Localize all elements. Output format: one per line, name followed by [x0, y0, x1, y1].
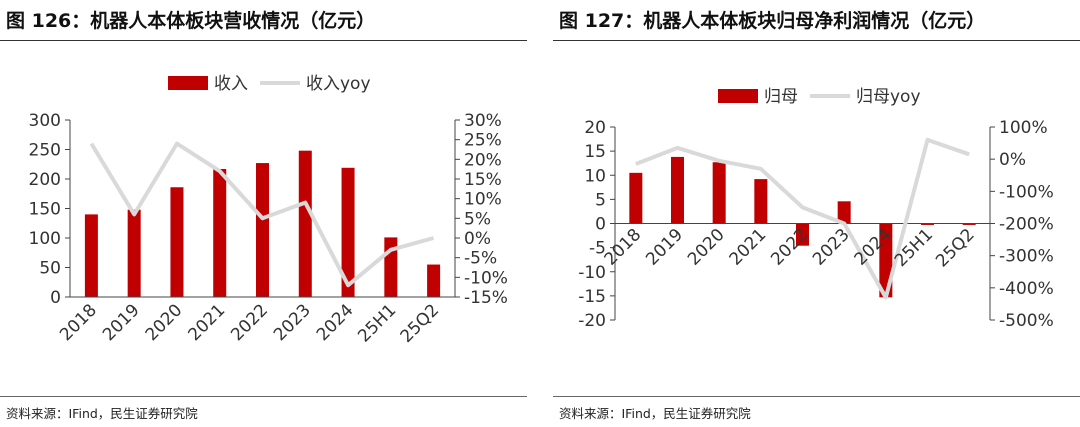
- bar-收入-2023: [298, 150, 312, 297]
- left-tick-label: -10: [578, 263, 606, 283]
- revenue-chart-panel: 图 126：机器人本体板块营收情况（亿元） 0 50 100 150 200 250 300…: [0, 0, 527, 427]
- category-label: 2020: [142, 300, 187, 345]
- bar-收入-2020: [170, 187, 184, 297]
- right-tick-label: -500%: [999, 311, 1054, 331]
- category-label: 2018: [56, 300, 101, 345]
- bar-归母-2022: [796, 223, 809, 246]
- right-tick-label: 25%: [464, 131, 502, 151]
- bar-收入-2022: [256, 163, 269, 297]
- bar-收入-25H1: [384, 237, 398, 297]
- right-tick-label: -10%: [464, 268, 508, 288]
- left-tick-label: -20: [578, 311, 606, 331]
- legend-bar-swatch: [168, 76, 208, 90]
- right-tick-label: 10%: [464, 190, 502, 210]
- right-tick-label: -400%: [999, 279, 1054, 299]
- chart-title: 图 126：机器人本体板块营收情况（亿元）: [6, 10, 376, 32]
- left-tick-label: -15: [578, 287, 606, 307]
- line-收入yoy: [89, 141, 435, 288]
- left-tick-label: 0: [595, 215, 606, 235]
- right-tick-label: -200%: [999, 215, 1054, 235]
- bar-归母-2021: [754, 179, 768, 224]
- source-note: 资料来源：IFind，民生证券研究院: [6, 406, 198, 421]
- right-tick-label: -5%: [464, 249, 497, 269]
- left-tick-label: 15: [584, 142, 606, 162]
- bar-收入-2024: [341, 167, 355, 297]
- category-label: 2019: [99, 300, 144, 345]
- legend-line-label: 归母yoy: [856, 87, 921, 107]
- left-tick-label: 20: [584, 118, 606, 138]
- net-profit-chart-panel: 图 127：机器人本体板块归母净利润情况（亿元） -20 -15 -10 -5 0 5 10…: [553, 0, 1080, 427]
- category-label: 2018: [601, 225, 646, 270]
- bar-归母-25Q2: [962, 223, 976, 225]
- left-tick-label: 250: [29, 141, 61, 161]
- category-label: 2021: [726, 225, 771, 270]
- legend-bar-label: 收入: [214, 74, 248, 94]
- category-label: 2022: [227, 300, 272, 345]
- source-rule: [0, 396, 527, 397]
- category-label: 2019: [642, 225, 687, 270]
- left-tick-label: 150: [29, 200, 61, 220]
- chart-title: 图 127：机器人本体板块归母净利润情况（亿元）: [559, 10, 986, 32]
- left-tick-label: 0: [50, 288, 61, 308]
- bar-归母-2018: [629, 172, 643, 224]
- line-归母yoy: [635, 137, 970, 300]
- bar-收入-2019: [127, 209, 141, 297]
- left-tick-label: 50: [39, 259, 61, 279]
- category-label: 2020: [684, 225, 729, 270]
- revenue-chart: 050100150200250300-15%-10%-5%0%5%10%15%2…: [29, 74, 508, 347]
- category-label: 25Q2: [397, 300, 444, 347]
- right-tick-label: -300%: [999, 247, 1054, 267]
- left-tick-label: 200: [29, 170, 61, 190]
- left-tick-label: -5: [589, 239, 606, 259]
- category-label: 25H1: [354, 300, 400, 346]
- net-profit-chart: -20 -15 -10 -5 0 5 10 15 20 -500% -400% -300% -200% -…: [578, 87, 1054, 331]
- left-tick-label: 5: [595, 190, 606, 210]
- right-tick-label: 30%: [464, 111, 502, 131]
- category-label: 25Q2: [932, 225, 979, 272]
- bar-归母-25H1: [921, 223, 934, 225]
- right-tick-label: 0%: [999, 150, 1026, 170]
- title-rule: [0, 40, 527, 41]
- legend-line-label: 收入yoy: [306, 74, 371, 94]
- right-tick-label: 15%: [464, 170, 502, 190]
- bar-收入-25Q2: [427, 264, 441, 297]
- title-rule: [553, 40, 1080, 41]
- bar-归母-2020: [712, 162, 726, 224]
- bar-收入-2018: [84, 214, 98, 297]
- right-tick-label: -100%: [999, 182, 1054, 202]
- bar-归母-2019: [671, 156, 684, 224]
- legend-bar-swatch: [718, 89, 758, 103]
- category-label: 2023: [270, 300, 315, 345]
- source-rule: [553, 396, 1080, 397]
- right-tick-label: 5%: [464, 209, 491, 229]
- source-note: 资料来源：IFind，民生证券研究院: [559, 406, 751, 421]
- left-tick-label: 100: [29, 229, 61, 249]
- right-tick-label: 20%: [464, 150, 502, 170]
- right-tick-label: 100%: [999, 118, 1048, 138]
- category-label: 2021: [185, 300, 230, 345]
- right-tick-label: 0%: [464, 229, 491, 249]
- category-label: 2024: [313, 300, 358, 345]
- left-tick-label: 10: [584, 166, 606, 186]
- left-tick-label: 300: [29, 111, 61, 131]
- right-tick-label: -15%: [464, 288, 508, 308]
- legend-bar-label: 归母: [764, 87, 798, 107]
- bar-收入-2021: [213, 168, 227, 297]
- bar-归母-2023: [837, 201, 851, 224]
